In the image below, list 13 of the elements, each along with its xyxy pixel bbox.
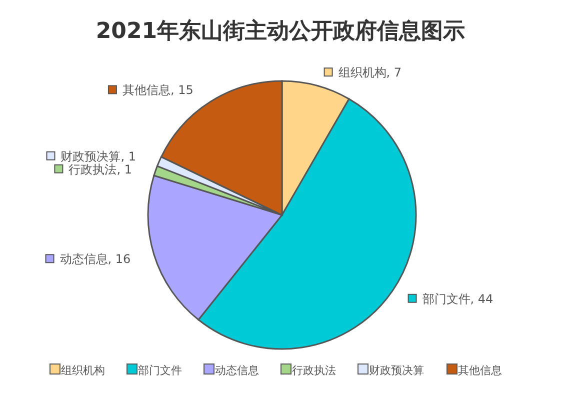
data-label: 组织机构, 7 [338,66,402,80]
data-label: 部门文件, 44 [422,292,494,306]
data-label: 动态信息, 16 [60,252,131,266]
data-label: 财政预决算, 1 [60,149,136,164]
legend-label: 部门文件 [138,364,182,377]
legend-label: 财政预决算 [369,364,424,377]
data-label: 行政执法, 1 [68,162,132,176]
legend-label: 动态信息 [215,364,259,377]
legend-label: 其他信息 [458,364,502,377]
legend-label: 组织机构 [61,364,105,377]
legend-label: 行政执法 [292,364,336,377]
chart-title: 2021年东山街主动公开政府信息图示 [96,18,466,44]
data-label: 其他信息, 15 [122,83,194,98]
